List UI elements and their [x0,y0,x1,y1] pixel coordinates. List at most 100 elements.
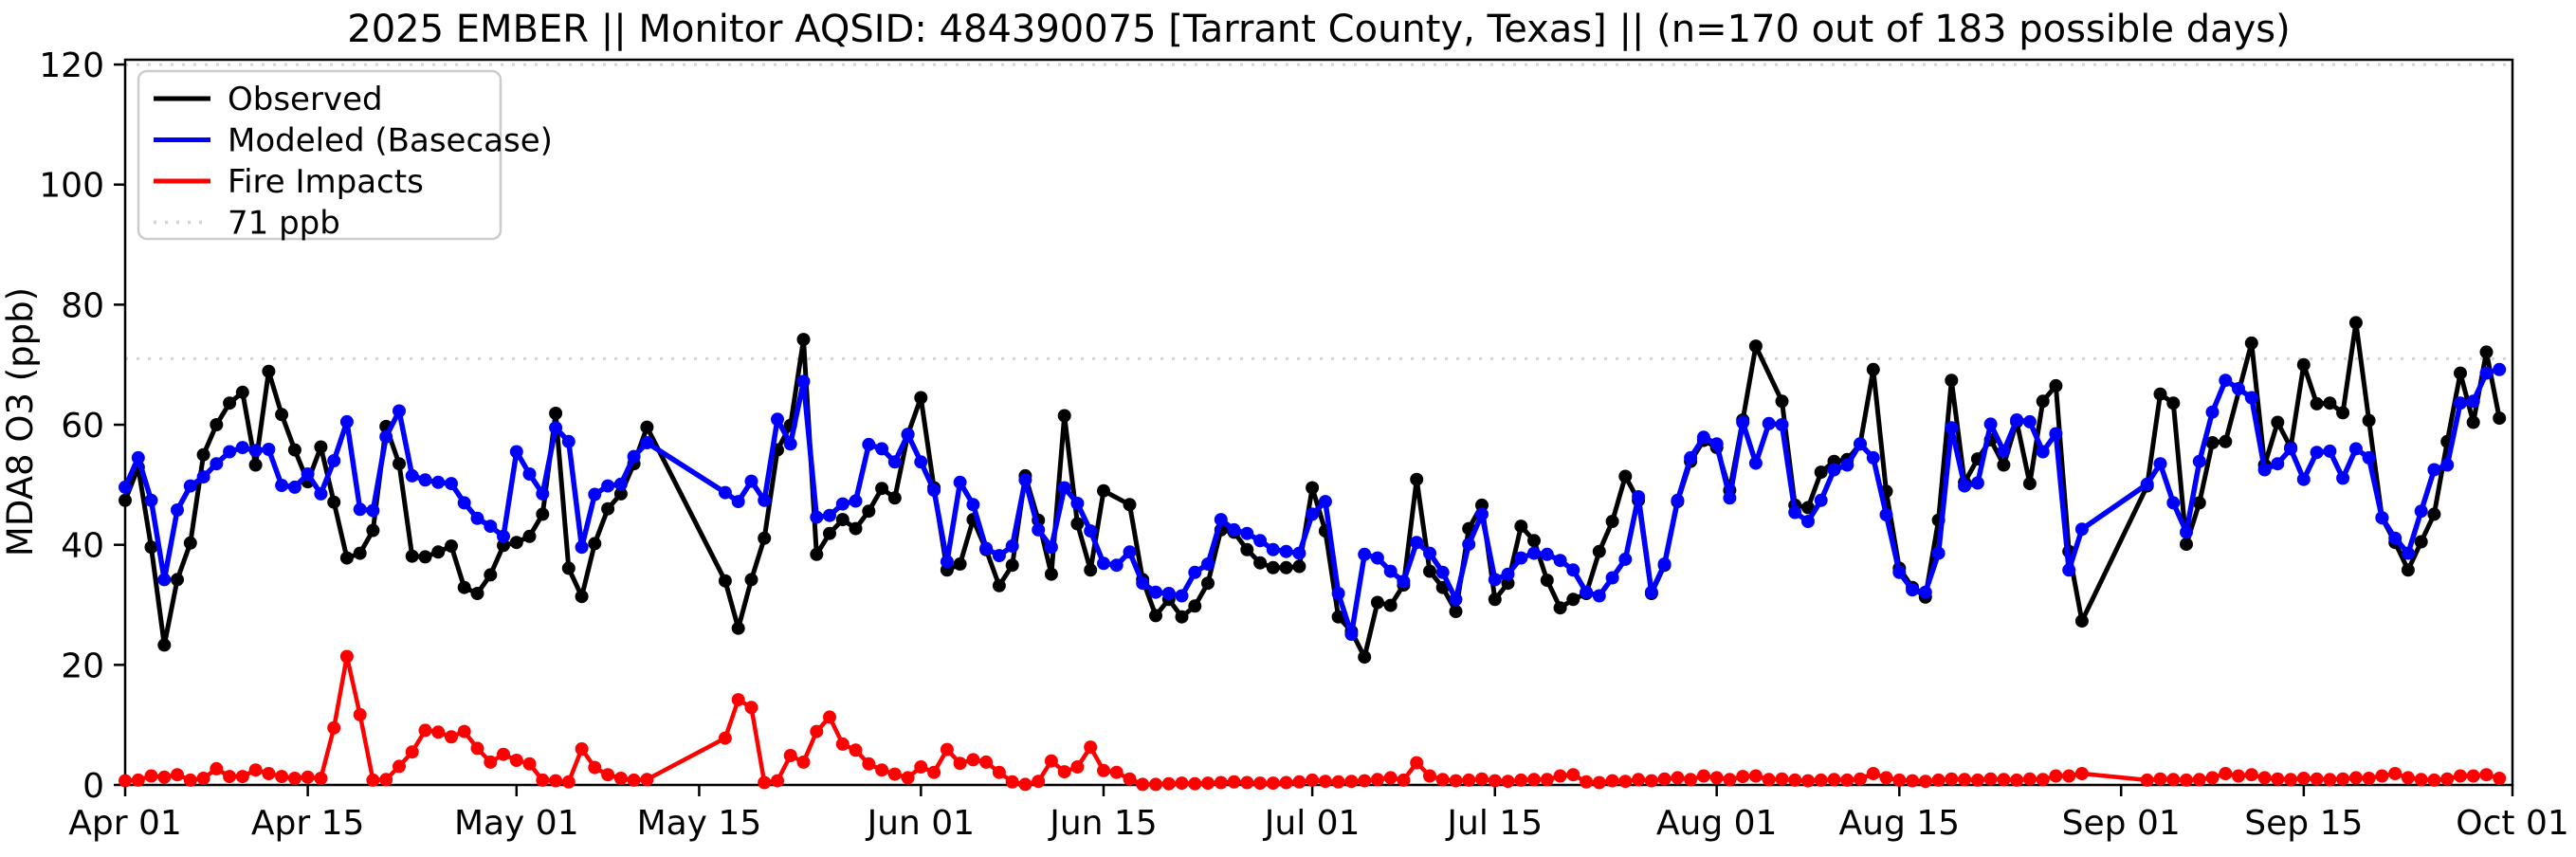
y-tick-label: 100 [39,167,104,206]
series-marker-observed [640,420,654,434]
series-marker-observed [248,458,263,472]
series-marker-observed [1149,609,1162,623]
x-tick-label: Oct 01 [2456,804,2569,843]
legend [137,69,502,241]
series-marker-fire-impacts [196,772,210,785]
series-marker-fire-impacts [887,767,902,781]
series-marker-fire-impacts [1553,769,1567,783]
series-marker-fire-impacts [875,763,889,777]
series-marker-modeled-basecase- [992,549,1006,563]
series-marker-fire-impacts [613,772,628,785]
series-marker-modeled-basecase- [1070,497,1085,510]
series-marker-modeled-basecase- [1449,593,1463,607]
series-marker-fire-impacts [1566,768,1580,782]
series-marker-modeled-basecase- [1945,421,1959,435]
series-marker-observed [2296,357,2311,372]
series-marker-observed [1410,472,1424,486]
series-marker-modeled-basecase- [966,498,980,512]
series-marker-modeled-basecase- [575,540,589,555]
series-marker-fire-impacts [1161,776,1176,791]
series-marker-observed [536,507,550,521]
series-marker-fire-impacts [1018,777,1032,792]
series-marker-modeled-basecase- [2427,463,2441,477]
series-marker-modeled-basecase- [171,503,184,517]
plot-area: 2025 EMBER || Monitor AQSID: 484390075 [… [0,8,2291,556]
series-marker-observed [1514,520,1528,534]
series-marker-modeled-basecase- [1671,493,1685,507]
series-marker-modeled-basecase- [119,480,132,494]
series-marker-fire-impacts [731,693,745,707]
series-marker-modeled-basecase- [731,495,745,509]
y-tick-label: 120 [39,46,104,85]
series-marker-fire-impacts [1266,776,1280,791]
series-marker-fire-impacts [992,765,1006,779]
series-marker-modeled-basecase- [1657,557,1672,571]
series-marker-observed [144,540,158,555]
series-marker-observed [405,549,419,563]
series-marker-fire-impacts [1918,775,1932,789]
series-marker-observed [2153,387,2167,401]
series-marker-observed [1423,564,1436,578]
series-marker-modeled-basecase- [470,511,484,525]
series-marker-fire-impacts [2153,772,2167,786]
series-marker-modeled-basecase- [601,479,615,493]
series-marker-modeled-basecase- [1109,558,1124,573]
series-marker-fire-impacts [2296,772,2311,785]
series-marker-fire-impacts [640,773,654,787]
series-marker-fire-impacts [522,757,537,771]
chart-title: 2025 EMBER || Monitor AQSID: 484390075 [… [347,8,2290,51]
series-marker-modeled-basecase- [2166,496,2181,510]
x-tick-label: May 01 [454,804,579,843]
series-marker-modeled-basecase- [1410,536,1424,550]
series-marker-modeled-basecase- [1605,571,1619,585]
series-marker-fire-impacts [2466,769,2480,783]
series-marker-observed [1618,469,1633,483]
series-marker-observed [1253,556,1268,570]
series-marker-observed [522,529,537,543]
series-marker-fire-impacts [901,771,915,785]
series-marker-modeled-basecase- [1801,515,1815,528]
series-marker-modeled-basecase- [1279,544,1293,558]
series-marker-fire-impacts [2166,773,2181,787]
series-marker-modeled-basecase- [1201,557,1215,571]
series-marker-modeled-basecase- [405,468,419,483]
series-marker-modeled-basecase- [1644,585,1658,599]
series-marker-modeled-basecase- [640,436,654,449]
series-marker-fire-impacts [366,773,380,787]
series-marker-fire-impacts [1970,773,1984,787]
series-marker-observed [2310,396,2324,410]
series-marker-fire-impacts [2454,769,2467,783]
series-marker-fire-impacts [1462,773,1476,787]
series-marker-fire-impacts [1788,773,1802,787]
series-marker-fire-impacts [810,724,824,738]
series-marker-modeled-basecase- [2493,362,2507,376]
x-tick-label: May 15 [637,804,762,843]
series-marker-fire-impacts [1005,775,1019,789]
series-marker-observed [2180,538,2193,552]
series-marker-modeled-basecase- [2074,522,2089,537]
series-marker-observed [2036,394,2050,409]
series-marker-fire-impacts [393,759,406,774]
series-marker-modeled-basecase- [1136,576,1150,591]
series-marker-fire-impacts [627,773,641,787]
series-marker-modeled-basecase- [2232,382,2245,395]
series-marker-observed [445,539,458,553]
series-marker-modeled-basecase- [1892,565,1907,579]
series-marker-modeled-basecase- [1775,418,1789,431]
series-marker-modeled-basecase- [1501,567,1515,581]
series-marker-modeled-basecase- [2271,457,2285,471]
x-tick-label: Jul 01 [1263,804,1361,843]
series-marker-observed [1814,465,1828,480]
series-marker-observed [157,638,172,652]
series-marker-observed [1540,574,1554,588]
series-marker-observed [210,418,224,431]
series-marker-modeled-basecase- [339,414,354,428]
series-marker-modeled-basecase- [1383,564,1398,578]
series-marker-fire-impacts [2232,769,2245,783]
series-marker-fire-impacts [157,770,172,784]
series-marker-fire-impacts [758,775,772,790]
series-marker-modeled-basecase- [262,443,276,456]
series-marker-fire-impacts [2271,772,2285,786]
series-marker-fire-impacts [1866,767,1880,780]
